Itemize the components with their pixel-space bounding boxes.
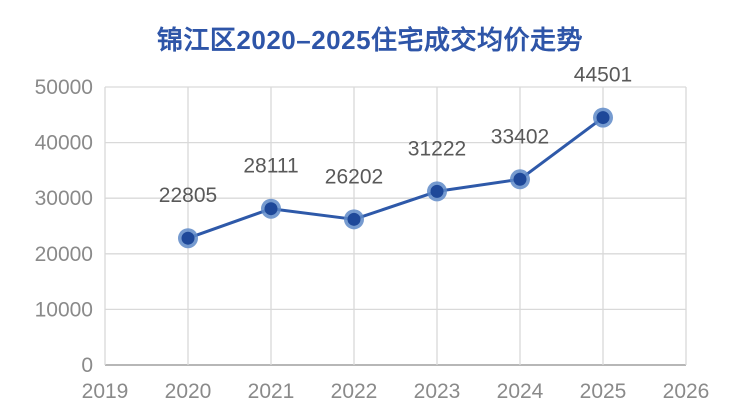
data-point-marker (513, 172, 527, 186)
data-point-marker (181, 231, 195, 245)
x-tick-label: 2026 (663, 380, 710, 403)
y-tick-label: 0 (81, 354, 93, 377)
data-point-label: 31222 (408, 137, 466, 160)
y-tick-label: 50000 (35, 76, 93, 99)
data-point-label: 22805 (159, 184, 217, 207)
data-point-label: 26202 (325, 165, 383, 188)
x-tick-label: 2019 (82, 380, 129, 403)
x-tick-label: 2024 (497, 380, 544, 403)
y-tick-label: 40000 (35, 132, 93, 155)
x-tick-label: 2025 (580, 380, 627, 403)
chart-title: 锦江区2020–2025住宅成交均价走势 (156, 25, 584, 55)
x-tick-label: 2022 (331, 380, 378, 403)
data-point-marker (596, 111, 610, 125)
data-point-label: 28111 (243, 155, 298, 178)
data-point-label: 44501 (574, 64, 632, 87)
data-point-marker (347, 212, 361, 226)
data-point-marker (430, 184, 444, 198)
x-tick-label: 2020 (165, 380, 212, 403)
x-tick-label: 2023 (414, 380, 461, 403)
data-point-label: 33402 (491, 125, 549, 148)
data-point-marker (264, 202, 278, 216)
y-tick-label: 20000 (35, 243, 93, 266)
y-tick-label: 30000 (35, 187, 93, 210)
x-tick-label: 2021 (248, 380, 295, 403)
y-tick-label: 10000 (35, 298, 93, 321)
data-line (186, 116, 605, 240)
